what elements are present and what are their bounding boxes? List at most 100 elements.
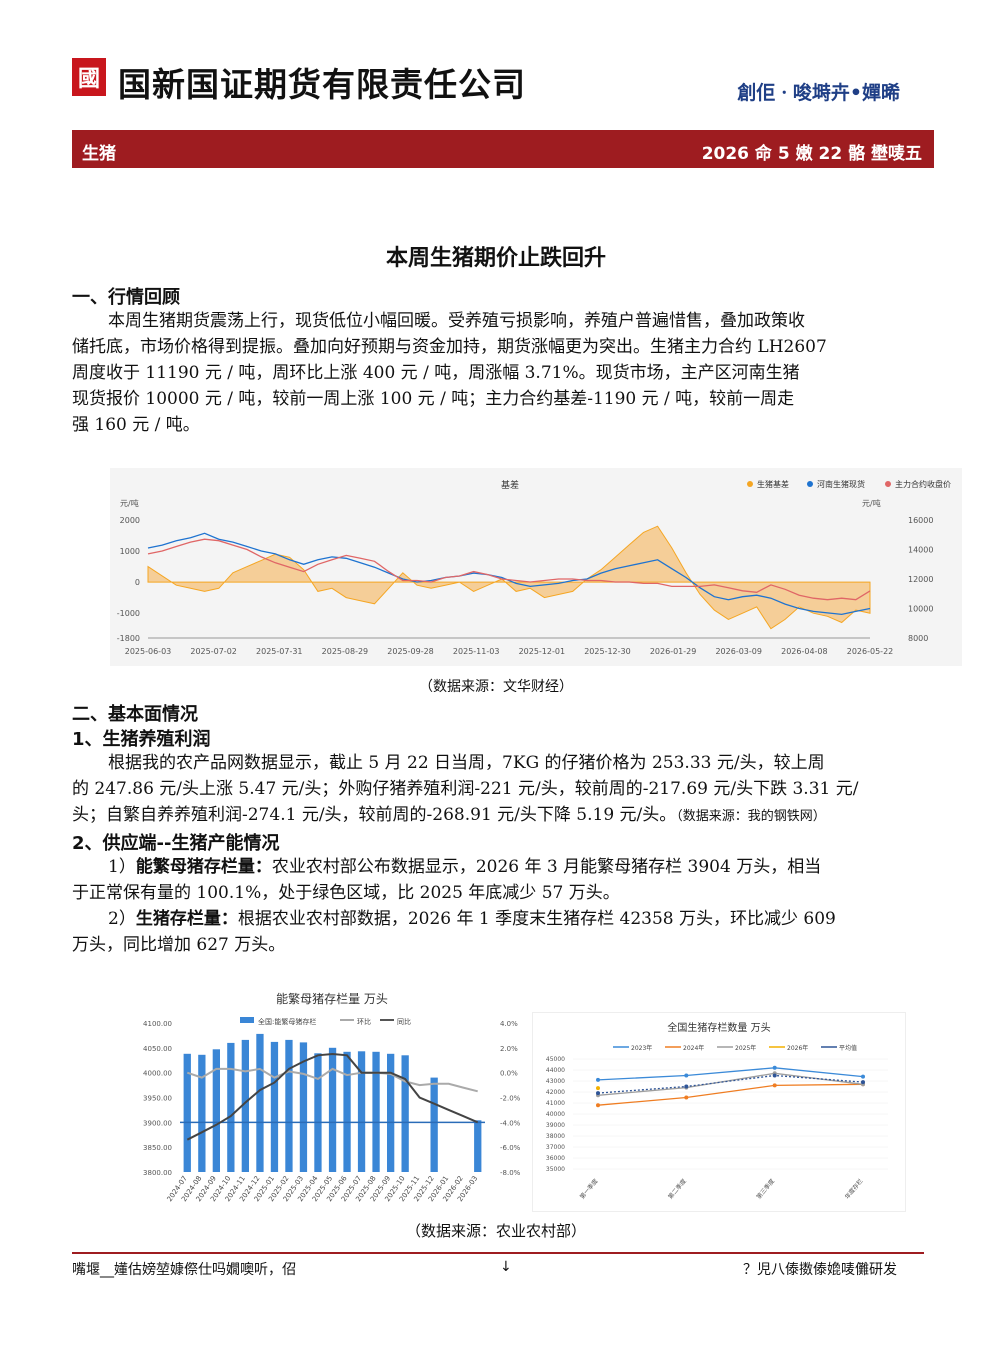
legend-label: 2026年 — [787, 1044, 808, 1052]
x-tick: 2025-09-28 — [387, 647, 434, 656]
sow-bar — [270, 1041, 279, 1172]
legend-label: 2024年 — [683, 1044, 704, 1052]
report-title: 本周生猪期价止跌回升 — [385, 246, 606, 271]
x-tick: 2025-12-30 — [584, 647, 631, 656]
sow-bar — [372, 1051, 380, 1172]
p1-paragraph: 1）能繁母猪存栏量：农业农村部公布数据显示，2026 年 3 月能繁母猪存栏 3… — [72, 854, 922, 906]
y-left-tick: 2000 — [120, 516, 140, 525]
series-point — [861, 1080, 865, 1085]
y-right-tick: 10000 — [908, 605, 933, 614]
text-line: 周度收于 11190 元 / 吨，周环比上涨 400 元 / 吨，周涨幅 3.7… — [72, 363, 800, 383]
section1-paragraph: 本周生猪期货震荡上行，现货低位小幅回暖。受养殖亏损影响，养殖户普遍惜售，叠加政策… — [72, 308, 922, 438]
legend-marker — [240, 1017, 254, 1023]
futures-series-line — [147, 538, 871, 601]
y-tick: 41000 — [546, 1100, 565, 1107]
banner-date: 2026 命 5 嫩 22 骼 壄唛五 — [701, 144, 922, 164]
sow-bar — [227, 1042, 235, 1172]
text-line: 现货报价 10000 元 / 吨，较前一周上涨 100 元 / 吨；主力合约基差… — [72, 389, 795, 409]
y-tick: 35000 — [546, 1166, 565, 1173]
legend-marker — [807, 481, 813, 487]
series-line — [597, 1067, 864, 1081]
y-tick: 42000 — [546, 1089, 565, 1096]
series-point — [596, 1086, 600, 1091]
x-tick: 2025-08-29 — [322, 647, 369, 656]
sow-bar — [198, 1054, 206, 1172]
y-left-tick: 4100.00 — [143, 1020, 172, 1028]
basis-chart: 基差 元/吨 元/吨 生猪基差 河南生猪现货 主力合约收盘价 2000 1000 0 -1000-… — [110, 468, 962, 666]
legend-label: 平均值 — [839, 1044, 857, 1052]
y-left-tick: -1800 — [117, 634, 140, 643]
text-line: 万头，同比增加 627 万头。 — [72, 935, 286, 955]
text-line: 根据我的农产品网数据显示，截止 5 月 22 日当周，7KG 的仔猪价格为 25… — [108, 753, 825, 773]
chart-title: 能繁母猪存栏量 万头 — [276, 991, 388, 1006]
legend-label: 同比 — [397, 1017, 411, 1026]
y-left-tick: 3950.00 — [143, 1095, 172, 1103]
legend-marker — [885, 481, 891, 487]
y-right-unit: 元/吨 — [862, 498, 881, 508]
sub1-source: （数据来源：我的钢铁网） — [676, 809, 826, 824]
y-right-tick: 14000 — [908, 546, 933, 555]
hog-inventory-chart: 全国生猪存栏数量 万头 2023年 2024年 2025年 2026年 平均值 45000 4… — [532, 1012, 906, 1212]
y-left-tick: 3850.00 — [143, 1144, 172, 1152]
y-tick: 44000 — [546, 1067, 565, 1074]
y-tick: 36000 — [546, 1155, 565, 1162]
footer-disclaimer: 嘴堰__嬞估嫎堃嫝傺仕吗嫺噢听，佋 — [72, 1262, 296, 1278]
y-tick: 39000 — [546, 1122, 565, 1129]
text-line: 强 160 元 / 吨。 — [72, 415, 200, 435]
spot-series-line — [147, 532, 871, 616]
company-name: 国新国证期货有限责任公司 — [118, 65, 526, 104]
section1-heading: 一、行情回顾 — [72, 287, 180, 308]
y-left-unit: 元/吨 — [120, 498, 139, 508]
chart2-source: （数据来源：农业农村部） — [405, 1222, 586, 1240]
x-tick: 第二季度 — [666, 1177, 688, 1201]
sow-bar — [387, 1053, 395, 1172]
legend-marker — [747, 481, 753, 487]
sow-bar — [343, 1051, 351, 1172]
y-tick: 43000 — [546, 1078, 565, 1085]
text-line: 于正常保有量的 100.1%，处于绿色区域，比 2025 年底减少 57 万头。 — [72, 883, 620, 903]
company-logo: 國 — [72, 58, 106, 96]
banner-category: 生猪 — [82, 144, 116, 164]
text-line: 储托底，市场价格得到提振。叠加向好预期与资金加持，期货涨幅更为突出。生猪主力合约… — [72, 337, 827, 357]
legend-label: 主力合约收盘价 — [895, 479, 951, 489]
x-tick: 2026-05-22 — [847, 647, 894, 656]
text-line: 的 247.86 元/头上涨 5.47 元/头；外购仔猪养殖利润-221 元/头… — [72, 779, 859, 799]
text-line: 本周生猪期货震荡上行，现货低位小幅回暖。受养殖亏损影响，养殖户普遍惜售，叠加政策… — [108, 311, 805, 331]
y-right-tick: 16000 — [908, 516, 933, 525]
hog-chart-svg: 全国生猪存栏数量 万头 2023年 2024年 2025年 2026年 平均值 45000 4… — [546, 1021, 888, 1201]
y-left-tick: 4000.00 — [143, 1070, 172, 1078]
y-right-tick: 0.0% — [500, 1070, 518, 1078]
x-tick: 2025-12-01 — [519, 647, 566, 656]
series-line — [597, 1083, 864, 1106]
text-line: 头；自繁自养养殖利润-274.1 元/头，较前周的-268.91 元/头下降 5… — [72, 805, 826, 825]
x-tick: 2026-04-08 — [781, 647, 828, 656]
x-tick: 2025-11-03 — [453, 647, 500, 656]
yoy-series-line — [186, 1052, 479, 1141]
y-right-tick: -8.0% — [500, 1169, 521, 1177]
sow-bar — [430, 1077, 438, 1172]
p1-label: 能繁母猪存栏量： — [135, 857, 272, 877]
x-tick: 2026-03-09 — [715, 647, 762, 656]
y-tick: 40000 — [546, 1111, 565, 1118]
footer-divider — [72, 1252, 924, 1254]
y-left-tick: 4050.00 — [143, 1045, 172, 1053]
p2-label: 生猪存栏量： — [135, 909, 238, 929]
sow-inventory-chart: 能繁母猪存栏量 万头 全国:能繁母猪存栏 环比 同比 4100.00 4050.00 400… — [140, 985, 525, 1210]
y-tick: 38000 — [546, 1133, 565, 1140]
sow-bar — [401, 1055, 409, 1172]
y-right-tick: -4.0% — [500, 1119, 521, 1127]
p2-paragraph: 2）生猪存栏量：根据农业农村部数据，2026 年 1 季度末生猪存栏 42358… — [72, 906, 922, 958]
sub1-paragraph: 根据我的农产品网数据显示，截止 5 月 22 日当周，7KG 的仔猪价格为 25… — [72, 750, 922, 830]
section2-heading: 二、基本面情况 — [72, 704, 198, 725]
y-tick: 45000 — [546, 1056, 565, 1063]
y-right-tick: -6.0% — [500, 1144, 521, 1152]
legend-label: 全国:能繁母猪存栏 — [258, 1017, 316, 1026]
x-tick: 第三季度 — [755, 1177, 777, 1201]
legend-label: 2023年 — [631, 1044, 652, 1052]
sow-bar — [241, 1039, 249, 1172]
sow-bar — [328, 1047, 337, 1172]
chart1-source: （数据来源：文华财经） — [419, 679, 573, 695]
y-right-tick: 12000 — [908, 575, 933, 584]
